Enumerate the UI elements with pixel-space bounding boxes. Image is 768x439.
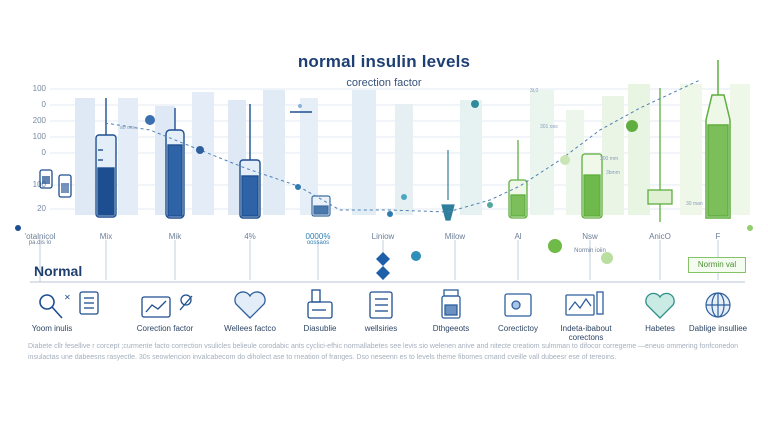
vial-icon [441, 289, 461, 319]
column-label: 4% [244, 232, 256, 241]
calculator-icon [79, 291, 99, 315]
y-tick: 100 [32, 180, 46, 189]
column-label: Liniow [371, 232, 395, 241]
syringe-icon [165, 108, 185, 219]
heart-icon [234, 291, 266, 319]
page-title: normal insulin levels [297, 52, 471, 71]
column-label: Al [514, 232, 522, 241]
checklist-icon [369, 291, 393, 319]
diamond-marker [376, 252, 390, 266]
column-label: F [715, 232, 721, 241]
footer-text: Diabete cllr fesellive r corcept ;curmen… [28, 343, 739, 361]
syringe-icon [581, 153, 603, 219]
trend-line [104, 79, 701, 213]
chart-card-icon [504, 293, 532, 317]
icon-label: wellsiries [364, 324, 398, 333]
icon-label: Corection factor [136, 324, 194, 333]
column-label: Milow [444, 232, 466, 241]
trend-points [145, 100, 638, 264]
note-text: 3t,0 [530, 88, 539, 94]
diamond-marker [376, 266, 390, 280]
note-text: 300 mm [600, 156, 618, 162]
syringe-icon [95, 98, 117, 218]
y-tick: 20 [37, 204, 46, 213]
glucose-meter-icon [307, 289, 333, 319]
y-tick: 0 [41, 148, 46, 157]
note-text: a0 oos [120, 125, 136, 131]
icon-label: Dablige insulliee [688, 324, 748, 333]
column-label: 'otalnicol [24, 232, 56, 241]
vial-icon-left [39, 169, 72, 198]
note-text: 301 oos [540, 124, 558, 130]
magnifier-icon: ✕ [39, 293, 71, 319]
icon-label: Dthgeeots [432, 324, 470, 333]
monitor-icon [565, 291, 604, 316]
syringe-icon [508, 140, 528, 219]
icon-label: Wellees factco [224, 324, 276, 333]
normal-badge: Normin val [688, 257, 746, 273]
y-tick: 100 [32, 132, 46, 141]
heart-icon [645, 292, 675, 319]
column-sublabel: pa.dis lo [28, 240, 52, 246]
column-label: Nsw [582, 232, 598, 241]
icon-label: Diasublie [303, 324, 337, 333]
note-text: 3bmm [606, 170, 620, 176]
column-label: AnicO [649, 232, 671, 241]
icon-label: Yoom inulis [31, 324, 73, 333]
syringe-icon [647, 88, 673, 222]
svg-text:✕: ✕ [64, 293, 71, 302]
globe-icon [705, 292, 731, 318]
syringe-icon [239, 104, 261, 219]
normal-label: Normal [34, 263, 83, 279]
y-tick: 0 [41, 100, 46, 109]
icon-label: Habetes [645, 324, 675, 333]
syringe-icon [311, 195, 331, 217]
column-sublabel: oossaos [306, 240, 330, 246]
syringe-icon [441, 150, 455, 221]
icon-label: Indeta-ibabout corectons [560, 324, 612, 342]
y-tick: 100 [32, 84, 46, 93]
syringe-icon [705, 60, 731, 219]
y-tick: 200 [32, 116, 46, 125]
page-subtitle: corection factor [346, 77, 422, 89]
column-label: Mix [99, 232, 113, 241]
column-sublabel: Normin ioiin [574, 248, 606, 254]
column-label: 0000% [305, 232, 331, 241]
column-label: Mik [168, 232, 182, 241]
note-text: 30 man [686, 201, 703, 207]
icon-label: Corectictoy [497, 324, 538, 333]
chart-card-icon [141, 294, 193, 318]
